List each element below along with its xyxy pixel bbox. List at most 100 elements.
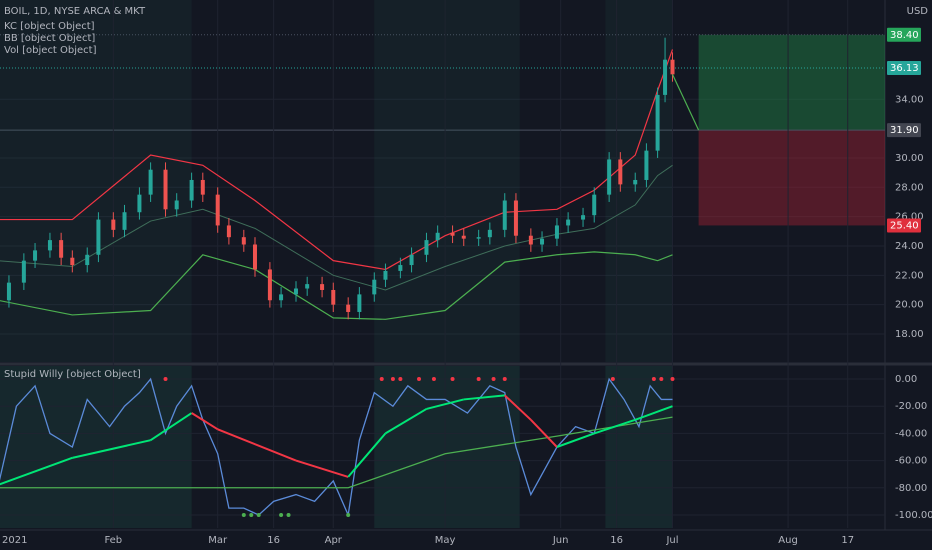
signal-segment bbox=[150, 412, 193, 442]
candle-body bbox=[487, 229, 492, 238]
signal-segment bbox=[634, 405, 673, 421]
candle-body bbox=[320, 284, 325, 290]
top-signal bbox=[390, 377, 395, 382]
top-signal bbox=[431, 377, 436, 382]
candle-body bbox=[70, 257, 75, 266]
candle-body bbox=[581, 215, 586, 220]
signal-segment bbox=[384, 408, 427, 435]
candle-body bbox=[540, 238, 545, 245]
candle-body bbox=[174, 200, 179, 210]
signal-segment bbox=[0, 456, 73, 486]
x-tick-label: Mar bbox=[208, 535, 228, 546]
candle-body bbox=[241, 237, 246, 245]
top-signal bbox=[670, 377, 675, 382]
y-tick-label: 20.00 bbox=[895, 300, 924, 311]
entry-label: 31.90 bbox=[890, 125, 919, 136]
bottom-signal bbox=[241, 512, 246, 517]
candle-body bbox=[670, 59, 675, 75]
candle-body bbox=[59, 240, 64, 258]
plot-layer bbox=[0, 37, 700, 518]
target-label-box bbox=[887, 27, 921, 42]
candle-body bbox=[663, 59, 668, 95]
loss-zone bbox=[698, 130, 885, 226]
y-tick-label: 34.00 bbox=[895, 94, 924, 105]
bottom-signal bbox=[286, 512, 291, 517]
x-tick-label: Feb bbox=[104, 535, 122, 546]
candle-body bbox=[189, 179, 194, 201]
x-tick-label: Jul bbox=[665, 535, 678, 546]
stop-label-box bbox=[887, 218, 921, 233]
candle-body bbox=[267, 269, 272, 301]
last-price-label: 36.13 bbox=[890, 63, 919, 74]
candle-body bbox=[398, 265, 403, 271]
candle-body bbox=[528, 235, 533, 245]
candle-body bbox=[279, 294, 284, 301]
candle-body bbox=[618, 159, 623, 185]
candle-body bbox=[502, 200, 507, 230]
candle-body bbox=[85, 254, 90, 266]
indicator-label: Stupid Willy [object Object] bbox=[4, 369, 141, 380]
x-tick-label: 2021 bbox=[2, 535, 27, 546]
signal-segment bbox=[72, 439, 151, 459]
candle-body bbox=[450, 232, 455, 236]
candle-body bbox=[21, 260, 26, 283]
chart-title: BOIL, 1D, NYSE ARCA & MKT bbox=[4, 6, 146, 17]
label-layer: BOIL, 1D, NYSE ARCA & MKT KC [object Obj… bbox=[2, 6, 932, 546]
top-signal bbox=[502, 377, 507, 382]
x-tick-label: Aug bbox=[778, 535, 798, 546]
candle-body bbox=[566, 219, 571, 226]
profit-zone bbox=[698, 34, 885, 131]
signal-zone-main bbox=[605, 0, 673, 362]
candle-body bbox=[435, 232, 440, 241]
candle-body bbox=[644, 150, 649, 180]
x-tick-label: Apr bbox=[325, 535, 343, 546]
band-line bbox=[0, 49, 674, 271]
signal-segment bbox=[530, 419, 558, 448]
candle-body bbox=[47, 240, 52, 251]
currency-label: USD bbox=[907, 6, 929, 17]
signal-segment bbox=[191, 412, 219, 431]
candle-body bbox=[424, 240, 429, 255]
candle-body bbox=[383, 270, 388, 280]
band-line bbox=[0, 251, 673, 320]
y-tick-label: 28.00 bbox=[895, 182, 924, 193]
candle-body bbox=[96, 219, 101, 255]
y-tick-label: -40.00 bbox=[895, 428, 927, 439]
candle-body bbox=[293, 288, 298, 295]
entry-label-box bbox=[887, 123, 921, 138]
signal-segment bbox=[347, 432, 387, 478]
oscillator-line bbox=[0, 416, 673, 489]
candle-body bbox=[6, 282, 11, 301]
band-line bbox=[0, 164, 673, 291]
top-signal bbox=[659, 377, 664, 382]
y-tick-label: 26.00 bbox=[895, 212, 924, 223]
top-signal bbox=[450, 377, 455, 382]
x-tick-label: 16 bbox=[610, 535, 623, 546]
candle-body bbox=[137, 194, 142, 213]
signal-segment bbox=[593, 418, 636, 435]
bottom-signal bbox=[279, 512, 284, 517]
signal-segment bbox=[556, 432, 595, 448]
x-tick-label: 16 bbox=[267, 535, 280, 546]
indicator-label: BB [object Object] bbox=[4, 33, 95, 44]
candle-body bbox=[252, 244, 257, 270]
candle-body bbox=[592, 194, 597, 216]
bottom-signal bbox=[256, 512, 261, 517]
signal-zone-main bbox=[374, 0, 520, 362]
indicator-label: KC [object Object] bbox=[4, 21, 95, 32]
candle-body bbox=[305, 284, 310, 289]
candle-body bbox=[331, 289, 336, 305]
candle-body bbox=[111, 219, 116, 230]
top-signal bbox=[417, 377, 422, 382]
x-tick-label: 17 bbox=[841, 535, 854, 546]
candle-body bbox=[633, 179, 638, 185]
candle-body bbox=[122, 212, 127, 230]
top-signal bbox=[610, 377, 615, 382]
candle-body bbox=[346, 304, 351, 312]
candle-body bbox=[200, 179, 205, 195]
bottom-signal bbox=[346, 512, 351, 517]
y-tick-label: -20.00 bbox=[895, 401, 927, 412]
top-signal bbox=[163, 377, 168, 382]
candle-body bbox=[372, 279, 377, 295]
